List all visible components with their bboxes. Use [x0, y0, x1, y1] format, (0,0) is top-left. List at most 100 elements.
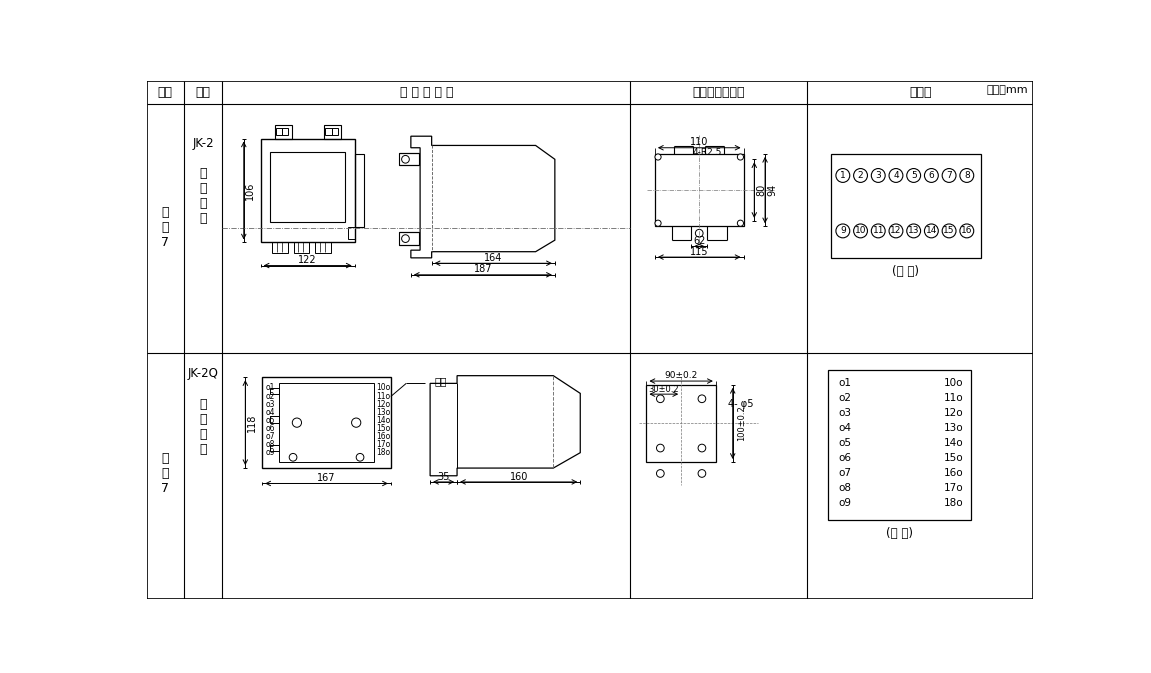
Text: 164: 164 — [485, 253, 503, 263]
Text: 106: 106 — [245, 181, 254, 200]
Text: 15o: 15o — [944, 453, 963, 463]
Text: 10o: 10o — [376, 384, 390, 392]
Text: 附
图
7: 附 图 7 — [161, 452, 169, 495]
Text: 35: 35 — [437, 472, 450, 482]
Circle shape — [695, 229, 703, 237]
Text: 15: 15 — [944, 226, 955, 236]
Text: JK-2: JK-2 — [192, 137, 214, 150]
Text: 板
前
接
线: 板 前 接 线 — [199, 398, 207, 456]
Bar — [399, 153, 419, 166]
Circle shape — [292, 418, 302, 427]
Text: o9: o9 — [265, 448, 275, 457]
Bar — [270, 445, 280, 451]
Text: 90±0.2: 90±0.2 — [664, 371, 698, 380]
Text: 30±0.2: 30±0.2 — [648, 385, 679, 394]
Bar — [326, 128, 331, 135]
Bar — [270, 152, 345, 221]
Bar — [647, 385, 716, 462]
Bar — [276, 128, 282, 135]
Text: 12o: 12o — [376, 400, 390, 409]
Circle shape — [656, 470, 664, 477]
Text: 外 形 尺 寸 图: 外 形 尺 寸 图 — [399, 86, 453, 99]
Text: 10o: 10o — [944, 378, 963, 388]
Bar — [315, 242, 330, 253]
Text: 底座: 底座 — [435, 376, 447, 386]
Text: 118: 118 — [246, 413, 257, 432]
Text: o5: o5 — [265, 416, 275, 425]
Text: 安装开孔尺寸图: 安装开孔尺寸图 — [693, 86, 745, 99]
Text: 板
后
接
线: 板 后 接 线 — [199, 168, 207, 225]
Bar — [280, 384, 374, 462]
Text: 110: 110 — [691, 137, 708, 147]
Text: 187: 187 — [473, 264, 493, 275]
Bar — [323, 125, 341, 139]
Text: 16o: 16o — [376, 432, 390, 441]
Bar — [331, 128, 337, 135]
Text: 14o: 14o — [376, 416, 390, 425]
Text: 附
图
7: 附 图 7 — [161, 205, 169, 248]
Text: 11o: 11o — [944, 393, 963, 403]
Text: 12: 12 — [890, 226, 901, 236]
Text: 167: 167 — [318, 473, 336, 483]
Text: o7: o7 — [265, 432, 275, 441]
Text: o3: o3 — [839, 409, 852, 419]
Text: 4- φ5: 4- φ5 — [727, 399, 753, 409]
Circle shape — [698, 444, 706, 452]
Text: 10: 10 — [855, 226, 867, 236]
Text: 13: 13 — [908, 226, 920, 236]
Text: o2: o2 — [265, 392, 275, 400]
Text: o1: o1 — [265, 384, 275, 392]
Text: 14: 14 — [925, 226, 937, 236]
Text: 122: 122 — [298, 255, 317, 265]
Circle shape — [889, 168, 902, 182]
Circle shape — [960, 224, 974, 238]
Text: (正 视): (正 视) — [886, 527, 913, 540]
Bar — [273, 242, 288, 253]
Circle shape — [698, 395, 706, 402]
Circle shape — [907, 224, 921, 238]
Circle shape — [854, 224, 868, 238]
Text: 17o: 17o — [376, 440, 390, 449]
Polygon shape — [430, 376, 580, 476]
Circle shape — [289, 454, 297, 461]
Text: o4: o4 — [265, 408, 275, 417]
Bar — [349, 227, 355, 239]
Text: 16o: 16o — [944, 468, 963, 479]
Text: 4-R2.5: 4-R2.5 — [692, 148, 722, 157]
Text: 3: 3 — [876, 171, 882, 180]
Polygon shape — [411, 136, 555, 258]
Bar — [262, 377, 391, 468]
Text: 80: 80 — [756, 184, 767, 197]
Text: 18o: 18o — [944, 498, 963, 508]
Text: 16: 16 — [961, 226, 973, 236]
Circle shape — [738, 154, 744, 160]
Text: 17o: 17o — [944, 483, 963, 493]
Text: 13o: 13o — [376, 408, 390, 417]
Text: 94: 94 — [767, 184, 777, 197]
Circle shape — [402, 155, 410, 163]
Circle shape — [351, 418, 360, 427]
Text: 8: 8 — [963, 171, 969, 180]
Text: 4: 4 — [893, 171, 899, 180]
Text: o6: o6 — [265, 424, 275, 433]
Text: o1: o1 — [839, 378, 852, 388]
Bar — [282, 128, 289, 135]
Circle shape — [655, 220, 661, 226]
Text: o4: o4 — [839, 423, 852, 433]
Circle shape — [356, 454, 364, 461]
Bar — [655, 154, 744, 226]
Text: 单位：mm: 单位：mm — [986, 85, 1028, 95]
Bar — [294, 242, 310, 253]
Text: 11: 11 — [872, 226, 884, 236]
Text: 11o: 11o — [376, 392, 390, 400]
Circle shape — [871, 168, 885, 182]
Circle shape — [943, 168, 956, 182]
Text: 2: 2 — [857, 171, 863, 180]
Text: 100±0.2: 100±0.2 — [738, 406, 747, 441]
Circle shape — [836, 168, 849, 182]
Text: 7: 7 — [946, 171, 952, 180]
Text: o2: o2 — [839, 393, 852, 403]
Text: o5: o5 — [839, 438, 852, 448]
Text: 14o: 14o — [944, 438, 963, 448]
Circle shape — [698, 470, 706, 477]
